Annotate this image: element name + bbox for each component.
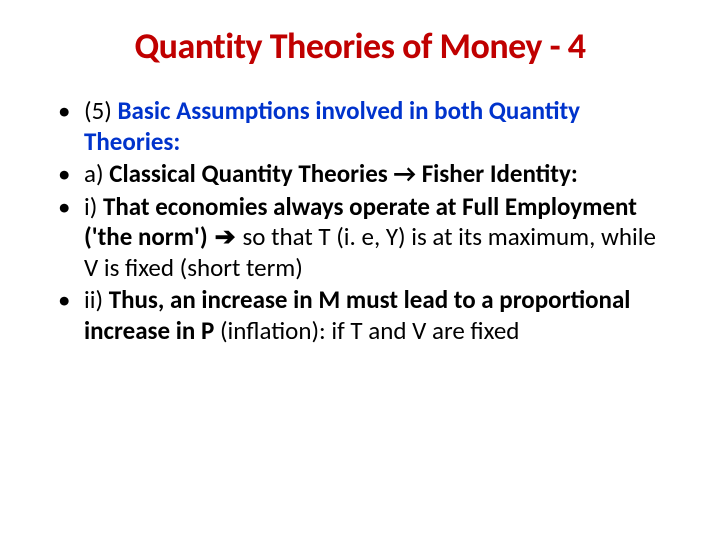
bullet-prefix: a) [84,158,109,189]
bullet-lead-blue: Basic Assumptions involved in both Quant… [84,95,580,157]
bullet-prefix: ii) [84,284,109,315]
slide: Quantity Theories of Money - 4 (5) Basic… [0,0,720,540]
bullet-item: (5) Basic Assumptions involved in both Q… [48,96,672,157]
slide-title: Quantity Theories of Money - 4 [48,24,672,68]
bullet-bold-run: Classical Quantity Theories → Fisher Ide… [109,158,578,189]
bullet-prefix: (5) [84,95,117,126]
bullet-list: (5) Basic Assumptions involved in both Q… [48,96,672,346]
arrow-icon: ➔ [208,223,243,251]
bullet-item: i) That economies always operate at Full… [48,192,672,284]
bullet-rest-lead: (inflation): [220,315,331,346]
bullet-rest: if T and V are fixed [331,315,519,346]
bullet-item: a) Classical Quantity Theories → Fisher … [48,159,672,190]
bullet-prefix: i) [84,191,103,222]
bullet-item: ii) Thus, an increase in M must lead to … [48,285,672,346]
